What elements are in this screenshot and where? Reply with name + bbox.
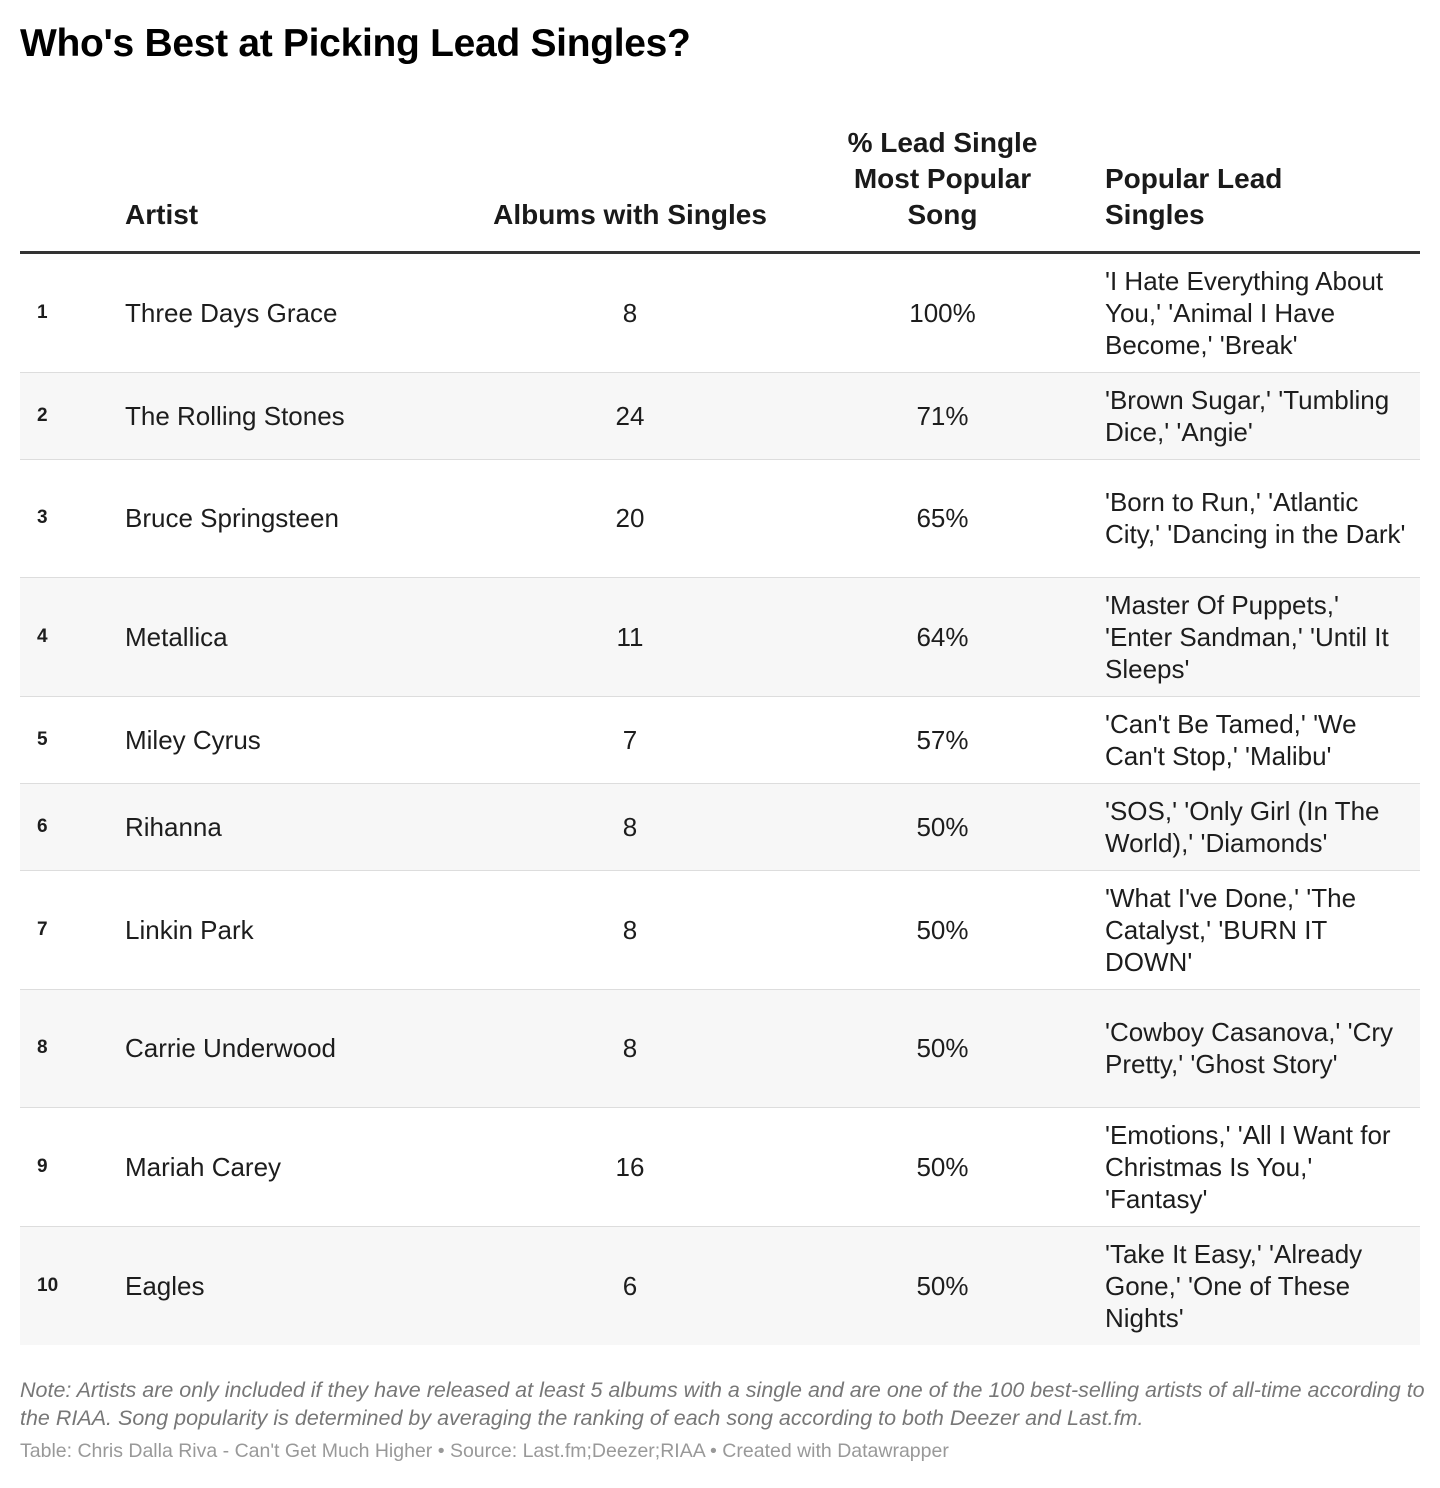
- cell-rank: 8: [37, 1037, 48, 1058]
- table-row: 8 Carrie Underwood 8 50% 'Cowboy Casanova,' …: [20, 989, 1420, 1107]
- cell-songs: 'SOS,' 'Only Girl (In The World),' 'Diam…: [1105, 795, 1380, 858]
- cell-albums: 16: [615, 1151, 645, 1182]
- cell-rank: 7: [37, 918, 48, 940]
- data-table: Artist Albums with Singles % Lead Single…: [20, 106, 1420, 1345]
- cell-pct: 50%: [916, 914, 969, 945]
- cell-songs: 'Can't Be Tamed,' 'We Can't Stop,' 'Mali…: [1105, 708, 1357, 771]
- cell-albums: 6: [622, 1270, 638, 1301]
- cell-pct: 50%: [916, 811, 969, 842]
- cell-rank: 6: [37, 815, 48, 837]
- cell-artist: Miley Cyrus: [125, 724, 261, 755]
- cell-rank: 2: [37, 404, 48, 426]
- cell-pct: 71%: [916, 400, 969, 431]
- cell-albums: 8: [622, 1033, 638, 1063]
- cell-pct: 50%: [916, 1151, 969, 1182]
- cell-songs: 'Born to Run,' 'Atlantic City,' 'Dancing…: [1105, 487, 1406, 549]
- cell-pct: 100%: [909, 297, 976, 328]
- cell-rank: 4: [37, 625, 48, 647]
- cell-rank: 1: [37, 301, 48, 323]
- cell-pct: 65%: [916, 503, 969, 533]
- cell-rank: 3: [37, 507, 48, 528]
- cell-artist: Carrie Underwood: [125, 1033, 336, 1063]
- cell-albums: 8: [622, 811, 638, 842]
- cell-songs: 'Emotions,' 'All I Want for Christmas Is…: [1105, 1119, 1391, 1214]
- cell-artist: Eagles: [125, 1270, 205, 1301]
- cell-rank: 5: [37, 728, 48, 750]
- cell-artist: Metallica: [125, 621, 228, 652]
- table-row: 3 Bruce Springsteen 20 65% 'Born to Run,' 'A…: [20, 459, 1420, 577]
- cell-songs: 'What I've Done,' 'The Catalyst,' 'BURN …: [1105, 882, 1357, 977]
- table-row: 2 The Rolling Stones 24 71% 'Brown Sugar,' '…: [20, 372, 1420, 459]
- cell-rank: 9: [37, 1155, 48, 1177]
- cell-artist: Three Days Grace: [125, 297, 338, 328]
- footnote: Note: Artists are only included if they …: [20, 1378, 1425, 1430]
- cell-artist: The Rolling Stones: [125, 400, 345, 431]
- cell-albums: 24: [615, 400, 645, 431]
- cell-songs: 'Brown Sugar,' 'Tumbling Dice,' 'Angie': [1105, 384, 1390, 447]
- cell-pct: 50%: [916, 1270, 969, 1301]
- table-row: 10 Eagles 6 50% 'Take It Easy,' 'Already Gon…: [20, 1226, 1420, 1345]
- credit-line: Table: Chris Dalla Riva - Can't Get Much…: [20, 1440, 949, 1462]
- table-header-row: Artist Albums with Singles % Lead Single…: [20, 106, 1420, 252]
- cell-albums: 20: [615, 503, 645, 533]
- cell-albums: 11: [616, 621, 644, 652]
- cell-songs: 'Cowboy Casanova,' 'Cry Pretty,' 'Ghost …: [1105, 1017, 1394, 1079]
- table-row: 4 Metallica 11 64% 'Master Of Puppets,' 'Ent…: [20, 577, 1420, 696]
- table-row: 1 Three Days Grace 8 100% 'I Hate Everything…: [20, 252, 1420, 372]
- cell-albums: 7: [622, 724, 638, 755]
- table-body: 1 Three Days Grace 8 100% 'I Hate Everything…: [20, 252, 1420, 1345]
- cell-rank: 10: [37, 1274, 59, 1296]
- chart-title: Who's Best at Picking Lead Singles?: [20, 22, 691, 65]
- cell-pct: 50%: [916, 1033, 969, 1063]
- cell-pct: 57%: [916, 724, 969, 755]
- header-artist: Artist: [125, 198, 199, 230]
- table-row: 5 Miley Cyrus 7 57% 'Can't Be Tamed,' 'We Ca…: [20, 696, 1420, 783]
- cell-artist: Rihanna: [125, 811, 222, 842]
- cell-artist: Bruce Springsteen: [125, 503, 339, 533]
- cell-albums: 8: [622, 914, 638, 945]
- table-row: 7 Linkin Park 8 50% 'What I've Done,' 'The C…: [20, 870, 1420, 989]
- header-songs: Popular Lead Singles: [1105, 162, 1283, 230]
- header-albums: Albums with Singles: [493, 198, 767, 230]
- table-row: 9 Mariah Carey 16 50% 'Emotions,' 'All I Wan…: [20, 1107, 1420, 1226]
- cell-songs: 'I Hate Everything About You,' 'Animal I…: [1105, 265, 1384, 360]
- cell-songs: 'Take It Easy,' 'Already Gone,' 'One of …: [1105, 1238, 1363, 1333]
- cell-artist: Mariah Carey: [125, 1151, 282, 1182]
- cell-albums: 8: [622, 297, 638, 328]
- header-rank: [20, 106, 125, 252]
- cell-songs: 'Master Of Puppets,' 'Enter Sandman,' 'U…: [1105, 589, 1389, 684]
- table-row: 6 Rihanna 8 50% 'SOS,' 'Only Girl (In The Wo…: [20, 783, 1420, 870]
- cell-pct: 64%: [916, 621, 969, 652]
- header-pct: % Lead Single Most Popular Song: [847, 126, 1038, 230]
- cell-artist: Linkin Park: [125, 914, 254, 945]
